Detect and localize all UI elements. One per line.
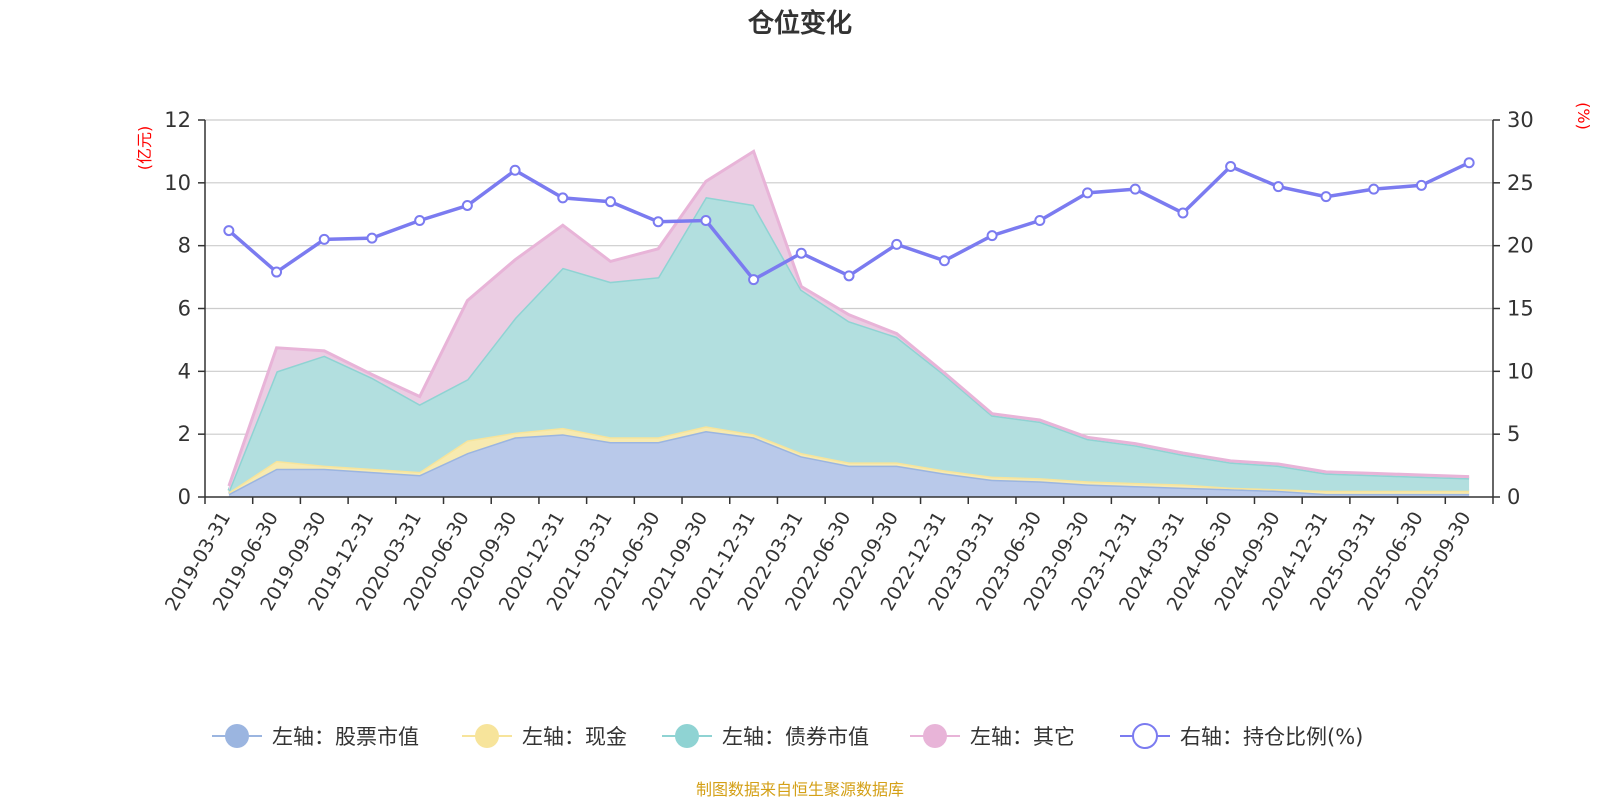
area-fill	[228, 197, 1470, 493]
data-source-note: 制图数据来自恒生聚源数据库	[696, 780, 904, 799]
legend-item[interactable]: 右轴：持仓比例(%)	[1120, 723, 1363, 749]
ratio-point[interactable]	[509, 164, 521, 176]
right-tick-label: 15	[1507, 297, 1534, 321]
legend-item[interactable]: 左轴：股票市值	[212, 724, 419, 749]
area-series	[227, 149, 1470, 497]
ratio-point[interactable]	[604, 196, 616, 208]
ratio-point[interactable]	[414, 215, 426, 227]
ratio-point[interactable]	[700, 215, 712, 227]
left-tick-label: 10	[164, 171, 191, 195]
left-y-ticks: 0 2 4 6 8 10 12	[164, 108, 205, 509]
left-tick-label: 4	[178, 359, 191, 383]
legend-marker	[475, 724, 499, 748]
chart-title: 仓位变化	[747, 8, 852, 39]
legend-item[interactable]: 左轴：现金	[462, 724, 627, 749]
legend-marker	[1132, 723, 1158, 749]
legend-marker	[225, 724, 249, 748]
left-tick-label: 12	[164, 108, 191, 132]
left-tick-label: 6	[178, 297, 191, 321]
ratio-line-series	[223, 157, 1475, 286]
legend-label: 左轴：其它	[970, 725, 1075, 749]
right-tick-label: 0	[1507, 485, 1520, 509]
ratio-point[interactable]	[223, 225, 235, 237]
ratio-point[interactable]	[1129, 183, 1141, 195]
ratio-point[interactable]	[318, 233, 330, 245]
ratio-point[interactable]	[1177, 207, 1189, 219]
area-fill	[228, 151, 1470, 491]
x-ticks: 2019-03-312019-06-302019-09-302019-12-31…	[161, 497, 1494, 615]
legend-item[interactable]: 左轴：其它	[910, 724, 1075, 749]
right-tick-label: 10	[1507, 359, 1534, 383]
ratio-point[interactable]	[1320, 191, 1332, 203]
left-unit-label: (亿元)	[135, 126, 154, 171]
legend-marker	[923, 724, 947, 748]
ratio-point[interactable]	[891, 238, 903, 250]
legend-item[interactable]: 左轴：债券市值	[662, 724, 869, 749]
ratio-point[interactable]	[795, 247, 807, 259]
legend-marker	[675, 724, 699, 748]
right-tick-label: 30	[1507, 108, 1534, 132]
legend-label: 左轴：债券市值	[722, 725, 869, 749]
ratio-point[interactable]	[652, 216, 664, 228]
ratio-point[interactable]	[1034, 215, 1046, 227]
ratio-point[interactable]	[986, 230, 998, 242]
ratio-point[interactable]	[1225, 160, 1237, 172]
ratio-point[interactable]	[271, 266, 283, 278]
ratio-point[interactable]	[366, 232, 378, 244]
right-y-ticks: 0 5 10 15 20 25 30	[1493, 108, 1534, 509]
legend-label: 右轴：持仓比例(%)	[1180, 725, 1363, 749]
right-tick-label: 25	[1507, 171, 1534, 195]
ratio-point[interactable]	[1082, 187, 1094, 199]
ratio-point[interactable]	[938, 255, 950, 267]
right-tick-label: 20	[1507, 234, 1534, 258]
ratio-point[interactable]	[1463, 157, 1475, 169]
right-unit-label: (%)	[1574, 102, 1593, 130]
left-tick-label: 8	[178, 234, 191, 258]
ratio-point[interactable]	[1368, 183, 1380, 195]
left-tick-label: 0	[178, 485, 191, 509]
legend-label: 左轴：股票市值	[272, 725, 419, 749]
area-fill	[228, 431, 1470, 497]
ratio-point[interactable]	[843, 270, 855, 282]
right-tick-label: 5	[1507, 422, 1520, 446]
ratio-point[interactable]	[1272, 181, 1284, 193]
ratio-point[interactable]	[557, 192, 569, 204]
area-top-line	[227, 149, 1470, 487]
ratio-point[interactable]	[748, 274, 760, 286]
legend-label: 左轴：现金	[522, 725, 627, 749]
legend: 左轴：股票市值 左轴：现金 左轴：债券市值 左轴：其它 右轴：持仓比例(%)	[212, 723, 1363, 749]
ratio-point[interactable]	[1415, 179, 1427, 191]
grid-lines	[205, 119, 1493, 435]
left-tick-label: 2	[178, 422, 191, 446]
ratio-point[interactable]	[461, 199, 473, 211]
